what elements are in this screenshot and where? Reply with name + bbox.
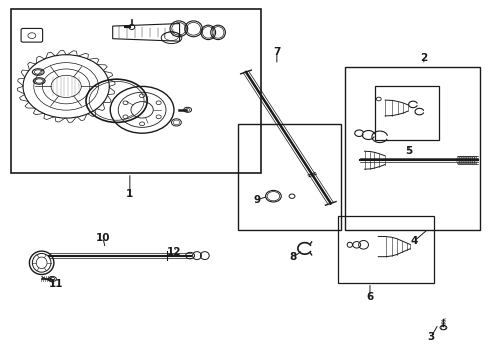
Text: 10: 10: [96, 233, 110, 243]
Text: 9: 9: [253, 195, 260, 205]
Bar: [345, 67, 480, 230]
Text: 11: 11: [49, 279, 64, 289]
Text: 4: 4: [410, 236, 418, 246]
Bar: [338, 216, 434, 283]
Bar: [238, 124, 341, 230]
Text: 1: 1: [126, 189, 133, 199]
Text: 3: 3: [428, 332, 435, 342]
Text: 12: 12: [167, 247, 181, 257]
Text: 2: 2: [420, 53, 427, 63]
Bar: [11, 9, 261, 173]
Bar: [375, 86, 439, 140]
Text: 7: 7: [273, 47, 281, 57]
Text: 5: 5: [406, 146, 413, 156]
Text: 6: 6: [367, 292, 373, 302]
Text: 8: 8: [290, 252, 296, 262]
